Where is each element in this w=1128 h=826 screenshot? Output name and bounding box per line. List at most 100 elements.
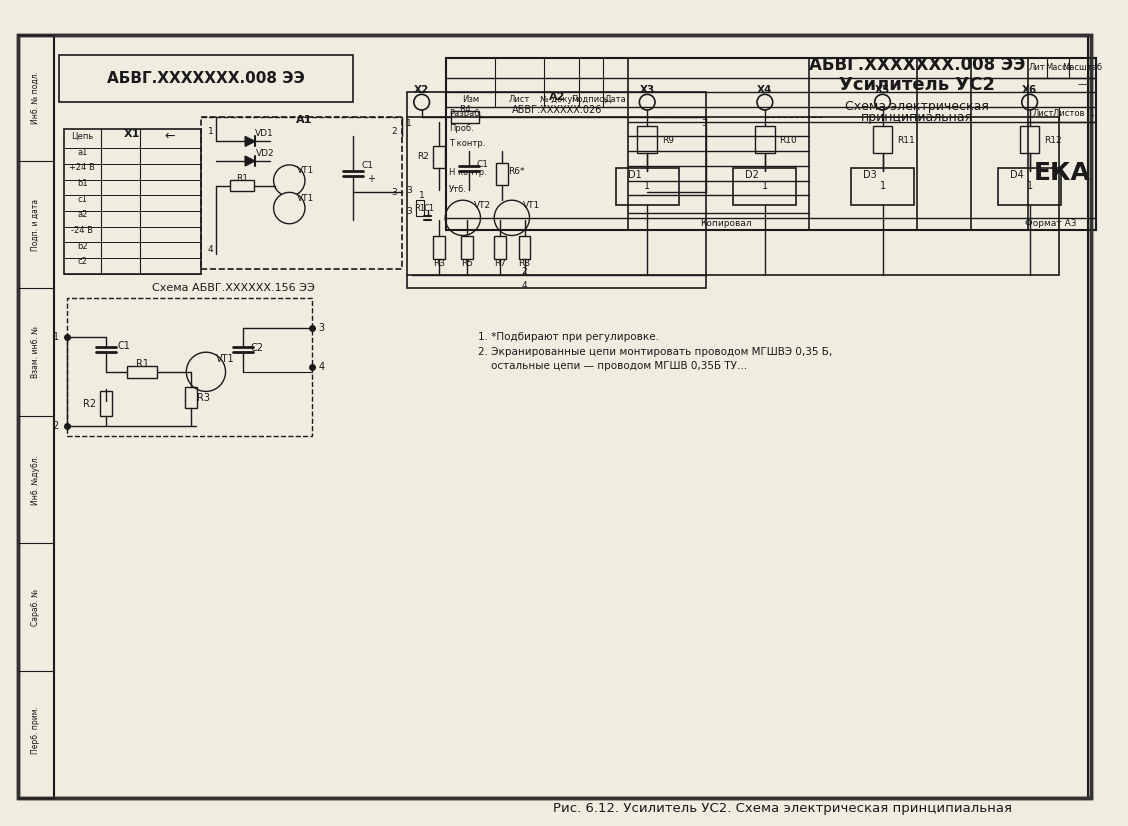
Text: +: +	[367, 173, 374, 183]
Bar	[67, 298, 311, 435]
Text: принципиальная: принципиальная	[861, 112, 973, 125]
Text: Усилитель УС2: Усилитель УС2	[839, 75, 995, 93]
Bar	[185, 387, 197, 408]
Text: 2: 2	[522, 268, 528, 276]
Text: 3: 3	[406, 207, 412, 216]
Text: C1: C1	[117, 341, 131, 351]
Text: Цепь: Цепь	[71, 132, 94, 141]
Text: Лист: Лист	[509, 95, 530, 104]
Text: Сараб. №: Сараб. №	[30, 589, 39, 625]
Bar	[100, 392, 112, 416]
Bar	[416, 200, 424, 216]
Text: A2: A2	[549, 93, 565, 102]
Text: 1: 1	[644, 182, 650, 192]
Text: VT1: VT1	[298, 194, 315, 202]
Bar	[998, 168, 1061, 205]
Circle shape	[274, 192, 305, 224]
Circle shape	[757, 94, 773, 110]
Text: Подп. и дата: Подп. и дата	[30, 199, 39, 251]
Text: c2: c2	[78, 258, 87, 267]
Circle shape	[414, 94, 430, 110]
Text: VD1: VD1	[255, 129, 274, 138]
Bar	[733, 168, 796, 205]
Text: Утб.: Утб.	[449, 185, 467, 194]
Text: 3: 3	[702, 119, 707, 128]
Text: АБВГ.XXXXXXX.008 ЭЭ: АБВГ.XXXXXXX.008 ЭЭ	[107, 71, 305, 86]
Text: +24 В: +24 В	[70, 164, 95, 173]
Text: R5: R5	[460, 259, 473, 268]
Text: R10: R10	[779, 136, 797, 145]
Bar	[230, 179, 254, 192]
Circle shape	[640, 94, 655, 110]
Bar	[433, 235, 446, 259]
Text: 1: 1	[406, 119, 412, 128]
Text: 1: 1	[53, 333, 59, 343]
Text: Формат А3: Формат А3	[1025, 219, 1077, 228]
Bar	[201, 116, 402, 268]
Text: АБВГ.XXXXXX.026: АБВГ.XXXXXX.026	[512, 105, 602, 115]
Circle shape	[1022, 94, 1038, 110]
Circle shape	[186, 352, 226, 392]
Text: 2: 2	[53, 420, 59, 430]
Text: Лист: Лист	[1032, 109, 1054, 118]
Text: R3: R3	[197, 393, 211, 403]
Circle shape	[494, 200, 529, 235]
Text: Дата: Дата	[605, 95, 627, 104]
Text: D3: D3	[863, 169, 876, 180]
Bar	[616, 168, 679, 205]
Text: b2: b2	[77, 242, 88, 251]
Text: R7: R7	[494, 259, 506, 268]
Text: R1: R1	[135, 359, 149, 369]
Text: C1: C1	[362, 161, 373, 170]
Text: R1: R1	[414, 203, 425, 212]
Text: АБВГ.XXXXXXX.008 ЭЭ: АБВГ.XXXXXXX.008 ЭЭ	[809, 56, 1025, 74]
Text: a1: a1	[77, 148, 88, 157]
Text: 3: 3	[319, 323, 325, 333]
Text: Инб. №дубл.: Инб. №дубл.	[30, 454, 39, 505]
Text: D1: D1	[627, 169, 642, 180]
Text: R3: R3	[433, 259, 446, 268]
Text: Рис. 6.12. Усилитель УС2. Схема электрическая принципиальная: Рис. 6.12. Усилитель УС2. Схема электрич…	[553, 802, 1012, 814]
Bar	[59, 55, 353, 102]
Text: 2. Экранированные цепи монтировать проводом МГШВЭ 0,35 Б,: 2. Экранированные цепи монтировать прово…	[477, 347, 831, 357]
Polygon shape	[245, 136, 255, 146]
Text: C1: C1	[476, 160, 488, 169]
Text: c1: c1	[78, 195, 87, 204]
Text: Т контр.: Т контр.	[449, 139, 485, 148]
Text: X4: X4	[757, 85, 773, 95]
Text: 1: 1	[761, 182, 768, 192]
Text: 1: 1	[208, 127, 213, 136]
Text: X5: X5	[875, 85, 890, 95]
Text: Копировал: Копировал	[699, 219, 751, 228]
Text: Взам. инб. №: Взам. инб. №	[30, 326, 39, 378]
Bar	[447, 58, 1096, 230]
Text: 3: 3	[391, 188, 397, 197]
Bar	[519, 235, 530, 259]
Text: R9: R9	[662, 136, 673, 145]
Text: R2: R2	[83, 399, 96, 409]
Bar	[461, 235, 473, 259]
Text: —: —	[1077, 79, 1089, 89]
Text: Подпись: Подпись	[572, 95, 609, 104]
Text: VT1: VT1	[523, 201, 540, 210]
Text: R8: R8	[519, 259, 530, 268]
Text: ←: ←	[165, 130, 175, 143]
Circle shape	[874, 94, 890, 110]
Text: Проб.: Проб.	[449, 124, 474, 133]
Text: остальные цепи — проводом МГШВ 0,35Б ТУ...: остальные цепи — проводом МГШВ 0,35Б ТУ.…	[477, 361, 747, 371]
Bar	[852, 168, 914, 205]
Text: D4: D4	[1010, 169, 1024, 180]
Text: 1: 1	[880, 182, 885, 192]
Text: ЕКА: ЕКА	[1033, 161, 1091, 185]
Bar	[64, 129, 201, 273]
Bar	[451, 111, 478, 123]
Polygon shape	[245, 156, 255, 166]
Text: № докум.: № докум.	[540, 95, 582, 104]
Text: 4: 4	[208, 244, 213, 254]
Text: VD2: VD2	[255, 149, 274, 158]
Text: VT1: VT1	[217, 354, 235, 364]
Text: 4: 4	[522, 281, 528, 290]
Text: X6: X6	[1022, 85, 1038, 95]
Text: A1: A1	[296, 115, 312, 125]
Bar	[127, 366, 157, 377]
